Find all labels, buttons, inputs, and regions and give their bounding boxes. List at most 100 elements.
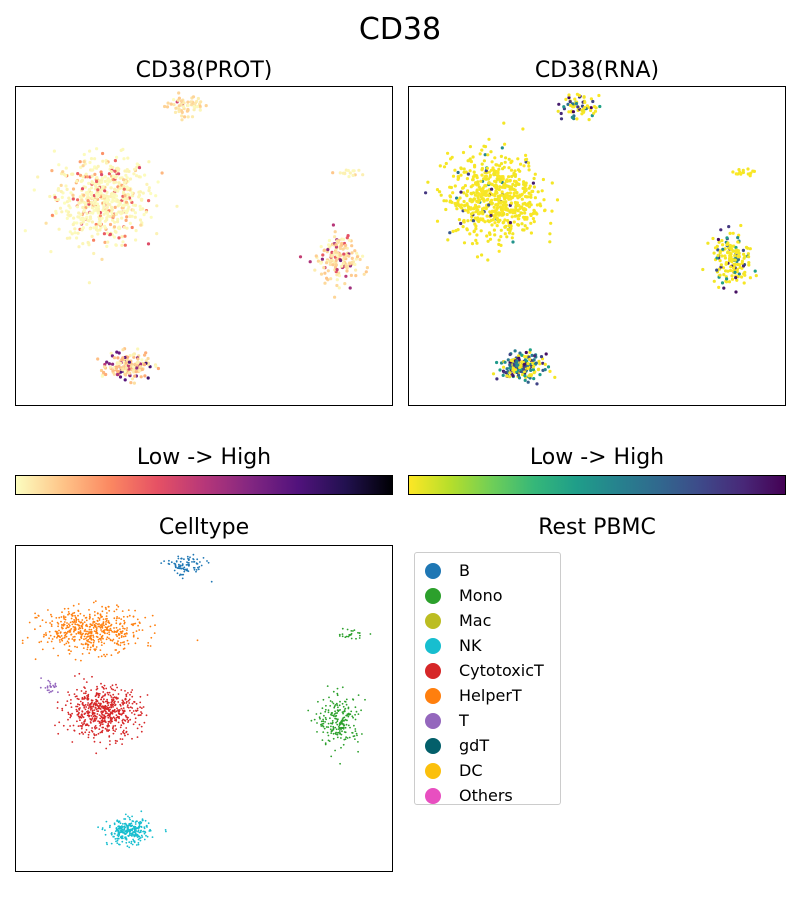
scatter-point	[532, 377, 536, 381]
scatter-point	[523, 374, 527, 378]
scatter-point	[742, 252, 746, 256]
scatter-point	[497, 167, 501, 171]
scatter-point	[199, 561, 201, 563]
scatter-point	[102, 637, 104, 640]
scatter-point	[196, 563, 199, 565]
scatter-point	[96, 632, 99, 635]
scatter-point	[69, 702, 72, 705]
scatter-point	[503, 160, 507, 164]
scatter-point	[88, 711, 90, 713]
scatter-point	[113, 823, 116, 826]
scatter-point	[141, 629, 144, 631]
scatter-point	[102, 212, 106, 216]
scatter-point	[515, 364, 519, 368]
scatter-point	[181, 563, 184, 565]
scatter-point	[93, 709, 96, 711]
scatter-point	[346, 737, 349, 739]
scatter-point	[105, 608, 107, 610]
scatter-point	[104, 626, 107, 629]
scatter-point	[355, 732, 358, 735]
scatter-point	[132, 710, 135, 712]
scatter-point	[320, 257, 324, 261]
scatter-point	[75, 695, 78, 698]
scatter-point	[138, 723, 141, 726]
scatter-point	[45, 632, 47, 634]
scatter-point	[70, 715, 72, 717]
scatter-point	[331, 729, 333, 732]
scatter-point	[65, 635, 68, 638]
scatter-point	[117, 831, 120, 834]
scatter-point	[110, 706, 113, 709]
scatter-point	[720, 254, 724, 258]
scatter-point	[191, 95, 196, 99]
scatter-point	[77, 215, 81, 219]
scatter-point	[325, 276, 329, 280]
scatter-point	[517, 182, 521, 186]
scatter-point	[442, 199, 446, 203]
scatter-point	[523, 358, 527, 362]
scatter-point	[76, 623, 79, 626]
scatter-point	[516, 354, 521, 358]
scatter-point	[504, 192, 509, 196]
scatter-point	[340, 726, 343, 729]
scatter-point	[444, 207, 448, 212]
scatter-point	[98, 694, 101, 697]
scatter-point	[101, 726, 104, 729]
scatter-point	[109, 824, 111, 827]
scatter-point	[102, 203, 106, 207]
scatter-point	[83, 705, 86, 707]
scatter-point	[85, 681, 88, 683]
scatter-point	[481, 218, 485, 222]
scatter-point	[335, 283, 339, 288]
prot-scatter-plot	[23, 91, 369, 385]
legend-item-cytotoxict: CytotoxicT	[425, 658, 544, 683]
scatter-point	[84, 172, 88, 176]
scatter-point	[67, 713, 70, 715]
scatter-point	[330, 713, 332, 716]
scatter-point	[85, 630, 87, 633]
scatter-point	[106, 692, 109, 694]
scatter-point	[126, 627, 128, 629]
scatter-point	[90, 715, 93, 717]
scatter-point	[138, 835, 141, 838]
scatter-point	[130, 200, 134, 204]
scatter-point	[357, 694, 360, 696]
scatter-point	[75, 205, 80, 209]
scatter-point	[101, 624, 103, 627]
scatter-point	[130, 842, 133, 845]
scatter-point	[122, 225, 127, 229]
scatter-point	[564, 97, 568, 101]
scatter-point	[91, 706, 93, 708]
scatter-point	[111, 727, 114, 730]
scatter-point	[68, 199, 72, 203]
scatter-point	[113, 717, 116, 720]
scatter-point	[67, 649, 70, 651]
scatter-point	[325, 261, 329, 265]
scatter-point	[61, 624, 63, 626]
scatter-point	[361, 173, 365, 177]
scatter-point	[124, 218, 128, 222]
scatter-point	[117, 351, 121, 355]
scatter-point	[177, 557, 180, 560]
scatter-point	[92, 622, 94, 624]
scatter-point	[354, 728, 357, 730]
scatter-point	[65, 632, 68, 635]
scatter-point	[123, 622, 126, 625]
scatter-point	[147, 822, 150, 825]
scatter-point	[478, 152, 482, 156]
scatter-point	[97, 623, 99, 626]
scatter-point	[124, 690, 126, 692]
scatter-point	[102, 717, 104, 720]
scatter-point	[517, 213, 521, 218]
scatter-point	[557, 102, 561, 106]
scatter-point	[338, 730, 341, 732]
scatter-point	[109, 627, 112, 630]
scatter-point	[52, 684, 54, 687]
scatter-point	[319, 712, 322, 715]
scatter-point	[96, 685, 98, 688]
scatter-point	[97, 702, 100, 704]
scatter-point	[83, 722, 85, 725]
scatter-point	[508, 366, 512, 370]
scatter-point	[74, 675, 76, 677]
scatter-point	[342, 743, 345, 746]
